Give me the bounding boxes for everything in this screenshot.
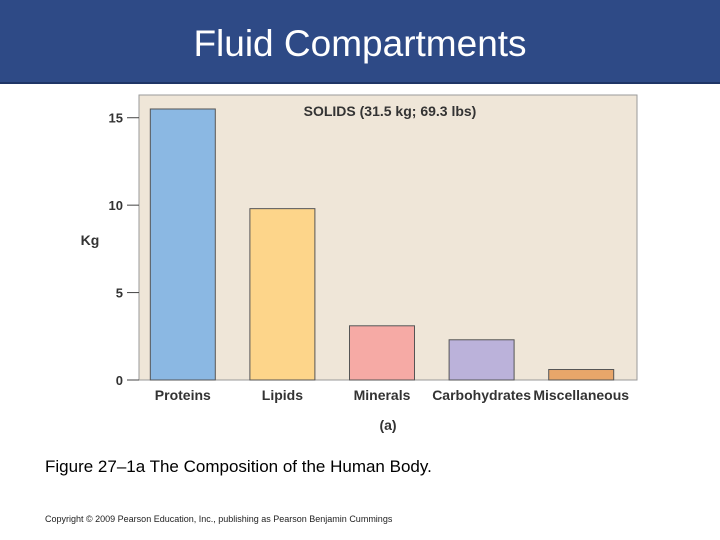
y-tick-label: 15 — [109, 111, 123, 126]
slide-title: Fluid Compartments — [193, 23, 527, 64]
figure-caption: Figure 27–1a The Composition of the Huma… — [45, 457, 432, 476]
x-axis-labels: Proteins Lipids Minerals Carbohydrates Misce… — [155, 387, 629, 403]
y-axis-ticks: 0 5 10 15 — [109, 111, 139, 388]
x-tick-label-proteins: Proteins — [155, 387, 211, 403]
bar-miscellaneous — [548, 369, 615, 381]
bar-carbohydrates — [448, 339, 515, 381]
y-tick-label: 10 — [109, 198, 123, 213]
x-tick-label-carbohydrates: Carbohydrates — [432, 387, 531, 403]
chart-subtitle: (a) — [379, 417, 396, 433]
bar-lipids — [249, 208, 316, 381]
x-tick-label-minerals: Minerals — [354, 387, 411, 403]
bar-minerals — [349, 325, 415, 381]
y-tick-label: 0 — [116, 373, 123, 388]
slide-header: Fluid Compartments — [0, 0, 720, 84]
x-tick-label-lipids: Lipids — [262, 387, 303, 403]
bars — [149, 108, 615, 381]
x-tick-label-miscellaneous: Miscellaneous — [533, 387, 629, 403]
chart-title: SOLIDS (31.5 kg; 69.3 lbs) — [304, 103, 477, 119]
copyright-notice: Copyright © 2009 Pearson Education, Inc.… — [45, 514, 393, 524]
bar-proteins — [149, 108, 216, 381]
y-axis-label: Kg — [81, 232, 100, 248]
y-tick-label: 5 — [116, 286, 123, 301]
